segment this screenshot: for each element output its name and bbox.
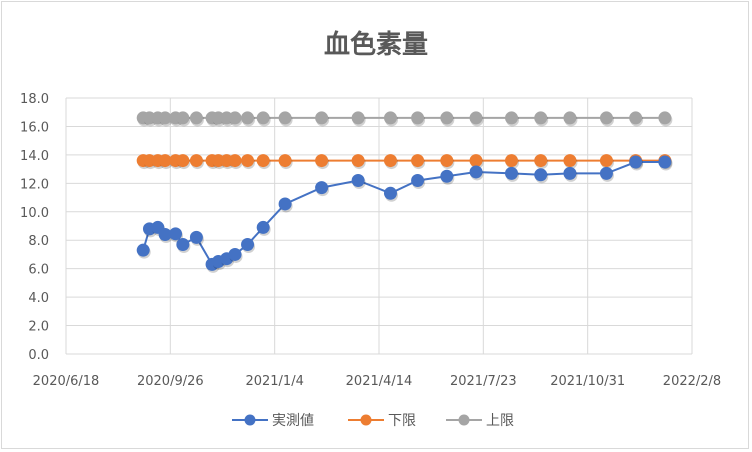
data-point	[383, 111, 397, 125]
data-point	[411, 173, 425, 187]
data-point	[241, 237, 255, 251]
data-point	[189, 230, 203, 244]
data-point	[351, 154, 365, 168]
data-point	[563, 111, 577, 125]
data-point	[505, 111, 519, 125]
data-point	[278, 111, 292, 125]
legend-item: 上限	[446, 413, 514, 429]
y-tick-label: 14.0	[20, 149, 49, 164]
data-point	[629, 155, 643, 169]
data-point	[228, 247, 242, 261]
data-point	[136, 243, 150, 257]
data-point	[411, 154, 425, 168]
legend-label: 上限	[486, 413, 514, 429]
data-point	[658, 155, 672, 169]
data-point	[658, 111, 672, 125]
data-point	[534, 168, 548, 182]
x-tick-label: 2021/1/4	[245, 374, 303, 389]
data-point	[241, 154, 255, 168]
data-point	[315, 181, 329, 195]
series-上限	[136, 111, 673, 127]
data-point	[599, 166, 613, 180]
data-point	[383, 186, 397, 200]
data-point	[176, 237, 190, 251]
data-point	[189, 154, 203, 168]
data-point	[278, 197, 292, 211]
data-point	[228, 154, 242, 168]
data-point	[256, 111, 270, 125]
legend-marker	[360, 414, 372, 426]
data-point	[315, 154, 329, 168]
y-tick-label: 0.0	[28, 348, 49, 363]
data-point	[228, 111, 242, 125]
data-point	[256, 220, 270, 234]
data-point	[505, 154, 519, 168]
data-point	[176, 154, 190, 168]
data-point	[599, 154, 613, 168]
data-point	[189, 111, 203, 125]
data-point	[440, 111, 454, 125]
x-tick-label: 2020/6/18	[33, 374, 100, 389]
data-point	[469, 111, 483, 125]
data-point	[158, 228, 172, 242]
y-tick-label: 18.0	[20, 92, 49, 107]
legend-marker	[458, 414, 470, 426]
series-実測値	[136, 155, 673, 273]
y-tick-label: 16.0	[20, 120, 49, 135]
x-tick-label: 2021/4/14	[346, 374, 413, 389]
data-point	[563, 154, 577, 168]
data-point	[440, 169, 454, 183]
data-point	[534, 111, 548, 125]
data-point	[176, 111, 190, 125]
data-point	[629, 111, 643, 125]
data-point	[278, 154, 292, 168]
chart-title: 血色素量	[324, 29, 428, 60]
data-point	[469, 165, 483, 179]
data-point	[158, 111, 172, 125]
legend-item: 実測値	[232, 413, 314, 429]
data-point	[469, 154, 483, 168]
data-point	[256, 154, 270, 168]
y-tick-label: 12.0	[20, 177, 49, 192]
legend-item: 下限	[348, 413, 416, 429]
data-point	[241, 111, 255, 125]
data-point	[440, 154, 454, 168]
legend-marker	[244, 414, 256, 426]
x-tick-label: 2021/7/23	[450, 374, 517, 389]
data-point	[563, 166, 577, 180]
y-tick-label: 6.0	[28, 263, 49, 278]
data-point	[599, 111, 613, 125]
series-line	[142, 161, 665, 266]
y-tick-label: 8.0	[28, 234, 49, 249]
data-point	[383, 154, 397, 168]
data-point	[169, 227, 183, 241]
series-下限	[136, 154, 673, 170]
x-tick-label: 2022/2/8	[663, 374, 721, 389]
data-point	[315, 111, 329, 125]
data-point	[534, 154, 548, 168]
y-tick-label: 4.0	[28, 291, 49, 306]
y-tick-label: 10.0	[20, 206, 49, 221]
data-point	[505, 166, 519, 180]
data-point	[411, 111, 425, 125]
legend-label: 下限	[388, 413, 416, 429]
data-point	[351, 111, 365, 125]
legend-label: 実測値	[272, 413, 314, 429]
data-point	[158, 154, 172, 168]
y-tick-label: 2.0	[28, 320, 49, 335]
x-tick-label: 2021/10/31	[550, 374, 625, 389]
x-tick-label: 2020/9/26	[137, 374, 204, 389]
data-point	[351, 173, 365, 187]
